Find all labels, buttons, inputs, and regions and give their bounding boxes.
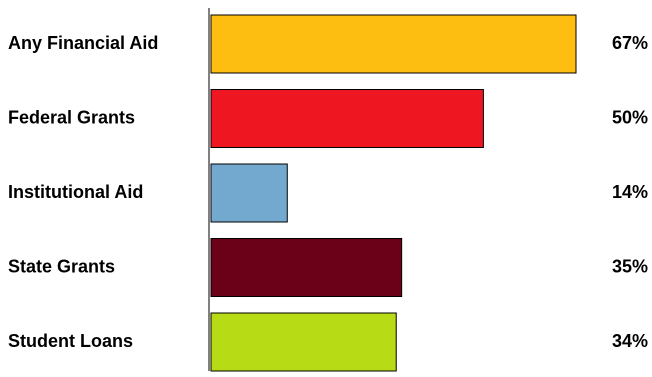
value-label-state-grants: 35% bbox=[612, 256, 648, 276]
bar-state-grants bbox=[210, 238, 403, 297]
value-label-any-financial-aid: 67% bbox=[612, 33, 648, 53]
category-label-institutional-aid: Institutional Aid bbox=[8, 182, 143, 202]
category-label-any-financial-aid: Any Financial Aid bbox=[8, 33, 158, 53]
bar-institutional-aid bbox=[210, 163, 288, 223]
value-label-student-loans: 34% bbox=[612, 331, 648, 351]
bar-any-financial-aid bbox=[210, 14, 577, 74]
value-label-federal-grants: 50% bbox=[612, 107, 648, 127]
bar-federal-grants bbox=[210, 89, 484, 148]
value-labels-group: 67% 50% 14% 35% 34% bbox=[612, 33, 648, 351]
category-label-state-grants: State Grants bbox=[8, 256, 115, 276]
bars-group bbox=[210, 14, 577, 372]
category-labels-group: Any Financial Aid Federal Grants Instituti… bbox=[8, 33, 158, 351]
category-label-student-loans: Student Loans bbox=[8, 331, 133, 351]
value-label-institutional-aid: 14% bbox=[612, 182, 648, 202]
bar-student-loans bbox=[210, 312, 397, 372]
category-label-federal-grants: Federal Grants bbox=[8, 107, 135, 127]
